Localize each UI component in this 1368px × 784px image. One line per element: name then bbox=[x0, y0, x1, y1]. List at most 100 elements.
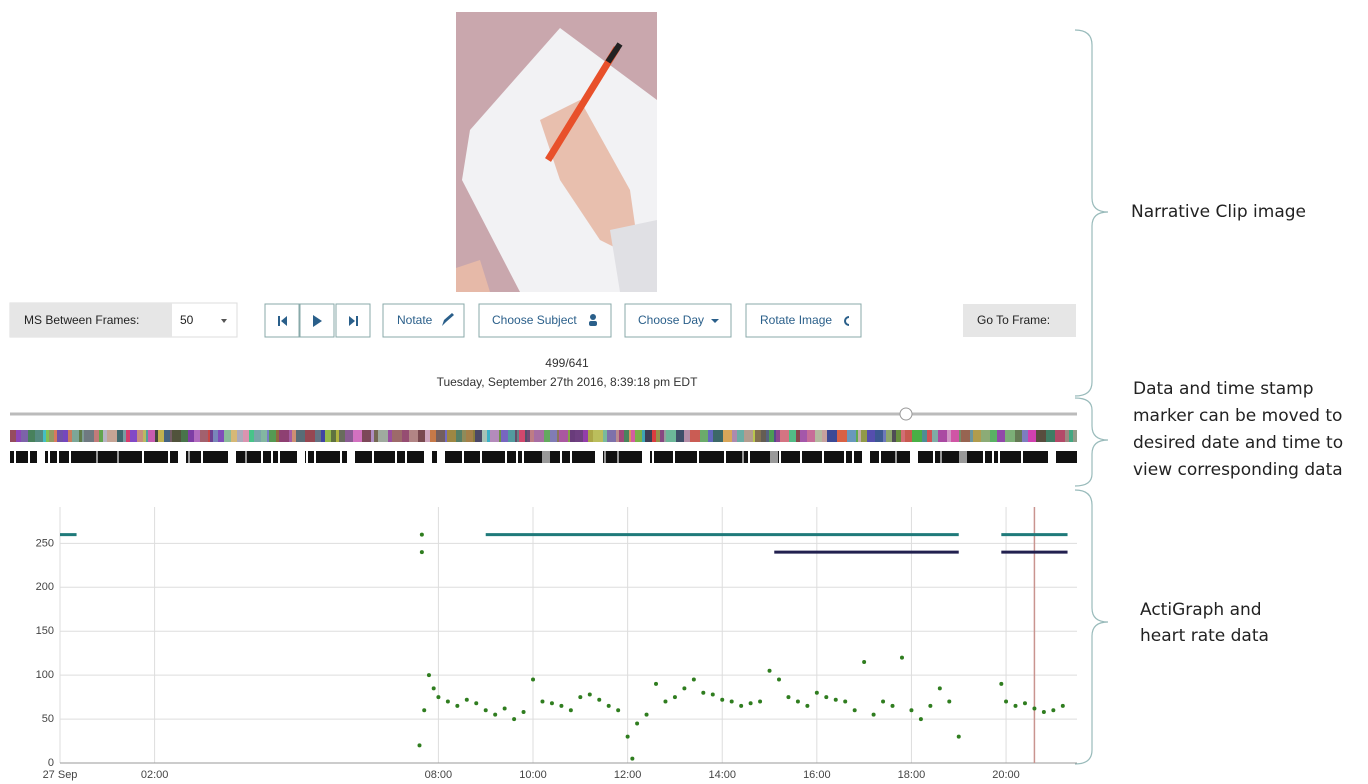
y-tick-label: 0 bbox=[48, 757, 54, 769]
frame-thumb bbox=[447, 430, 456, 442]
frame-thumb bbox=[847, 430, 856, 442]
frame-thumb bbox=[1065, 430, 1069, 442]
frame-thumb bbox=[753, 430, 755, 442]
frame-thumb bbox=[143, 430, 146, 442]
frame-thumb bbox=[208, 430, 210, 442]
frame-thumb bbox=[1022, 430, 1028, 442]
data-gap bbox=[910, 451, 918, 463]
data-gap bbox=[983, 451, 985, 463]
point bbox=[654, 682, 658, 686]
frame-thumb bbox=[861, 430, 867, 442]
frame-thumb bbox=[676, 430, 684, 442]
ms-label: MS Between Frames: bbox=[24, 313, 139, 327]
timestamp: Tuesday, September 27th 2016, 8:39:18 pm… bbox=[437, 375, 698, 389]
frame-thumb bbox=[800, 430, 807, 442]
frame-thumb bbox=[901, 430, 905, 442]
point bbox=[862, 660, 866, 664]
frame-thumb bbox=[487, 430, 490, 442]
frame-thumb bbox=[63, 430, 68, 442]
frame-thumb bbox=[905, 430, 912, 442]
frame-thumb bbox=[276, 430, 279, 442]
frame-thumb bbox=[660, 430, 664, 442]
point bbox=[607, 704, 611, 708]
frame-thumb bbox=[530, 430, 534, 442]
frame-thumb bbox=[713, 430, 723, 442]
data-gap bbox=[372, 451, 374, 463]
frame-thumb bbox=[339, 430, 345, 442]
x-tick-label: 08:00 bbox=[425, 769, 453, 781]
clip-image bbox=[456, 12, 657, 292]
frame-thumb bbox=[970, 430, 973, 442]
button-label: Choose Day bbox=[638, 313, 704, 327]
frame-thumb bbox=[279, 430, 289, 442]
point bbox=[493, 713, 497, 717]
frame-thumb bbox=[796, 430, 800, 442]
frame-thumb bbox=[550, 430, 557, 442]
frame-thumb bbox=[807, 430, 815, 442]
frame-thumb bbox=[254, 430, 261, 442]
frame-thumb bbox=[362, 430, 371, 442]
frame-thumb bbox=[875, 430, 883, 442]
data-gap bbox=[1048, 451, 1056, 463]
data-gap bbox=[168, 451, 170, 463]
point bbox=[588, 692, 592, 696]
frame-thumb bbox=[46, 430, 49, 442]
point bbox=[626, 735, 630, 739]
point bbox=[559, 704, 563, 708]
slider-handle[interactable] bbox=[900, 408, 912, 420]
point bbox=[1061, 704, 1065, 708]
frame-thumb bbox=[436, 430, 445, 442]
point bbox=[891, 704, 895, 708]
frame-thumb bbox=[1028, 430, 1036, 442]
point bbox=[928, 704, 932, 708]
frame-thumb bbox=[515, 430, 517, 442]
annotation: desired date and time to bbox=[1133, 433, 1343, 453]
point bbox=[843, 700, 847, 704]
point bbox=[853, 708, 857, 712]
data-gap bbox=[822, 451, 824, 463]
frame-thumb bbox=[475, 430, 482, 442]
frame-thumb bbox=[501, 430, 508, 442]
point bbox=[1042, 710, 1046, 714]
annotation: Data and time stamp bbox=[1133, 379, 1313, 399]
frame-thumb bbox=[82, 430, 84, 442]
data-gap bbox=[748, 451, 750, 463]
frame-thumb bbox=[737, 430, 744, 442]
frame-thumb bbox=[57, 430, 63, 442]
data-gap bbox=[57, 451, 59, 463]
frame-thumb bbox=[912, 430, 922, 442]
frame-thumb bbox=[21, 430, 28, 442]
data-gap bbox=[779, 451, 781, 463]
x-tick-label: 14:00 bbox=[708, 769, 736, 781]
point bbox=[815, 691, 819, 695]
frame-thumb bbox=[402, 430, 409, 442]
frame-thumb bbox=[482, 430, 487, 442]
page: MS Between Frames: 50 Notate Choose Subj… bbox=[0, 0, 1368, 784]
point bbox=[805, 704, 809, 708]
frame-thumb bbox=[158, 430, 164, 442]
data-gap bbox=[697, 451, 699, 463]
frame-thumb bbox=[517, 430, 519, 442]
data-gap bbox=[998, 451, 1000, 463]
frame-thumb bbox=[690, 430, 700, 442]
frame-thumb bbox=[218, 430, 224, 442]
annotation: ActiGraph and bbox=[1140, 600, 1262, 620]
frame-thumb bbox=[723, 430, 732, 442]
ms-value: 50 bbox=[180, 313, 194, 327]
data-gap bbox=[405, 451, 407, 463]
frame-thumb bbox=[867, 430, 875, 442]
point bbox=[1014, 704, 1018, 708]
data-gap bbox=[14, 451, 16, 463]
frame-thumb bbox=[780, 430, 789, 442]
frame-thumb bbox=[305, 430, 315, 442]
y-tick-label: 100 bbox=[36, 669, 54, 681]
y-tick-label: 50 bbox=[42, 713, 54, 725]
frame-thumb bbox=[94, 430, 99, 442]
x-tick-label: 10:00 bbox=[519, 769, 547, 781]
frame-thumb bbox=[789, 430, 796, 442]
frame-thumb bbox=[325, 430, 331, 442]
point bbox=[597, 698, 601, 702]
data-gap bbox=[652, 451, 654, 463]
point bbox=[692, 678, 696, 682]
frame-thumb bbox=[79, 430, 82, 442]
